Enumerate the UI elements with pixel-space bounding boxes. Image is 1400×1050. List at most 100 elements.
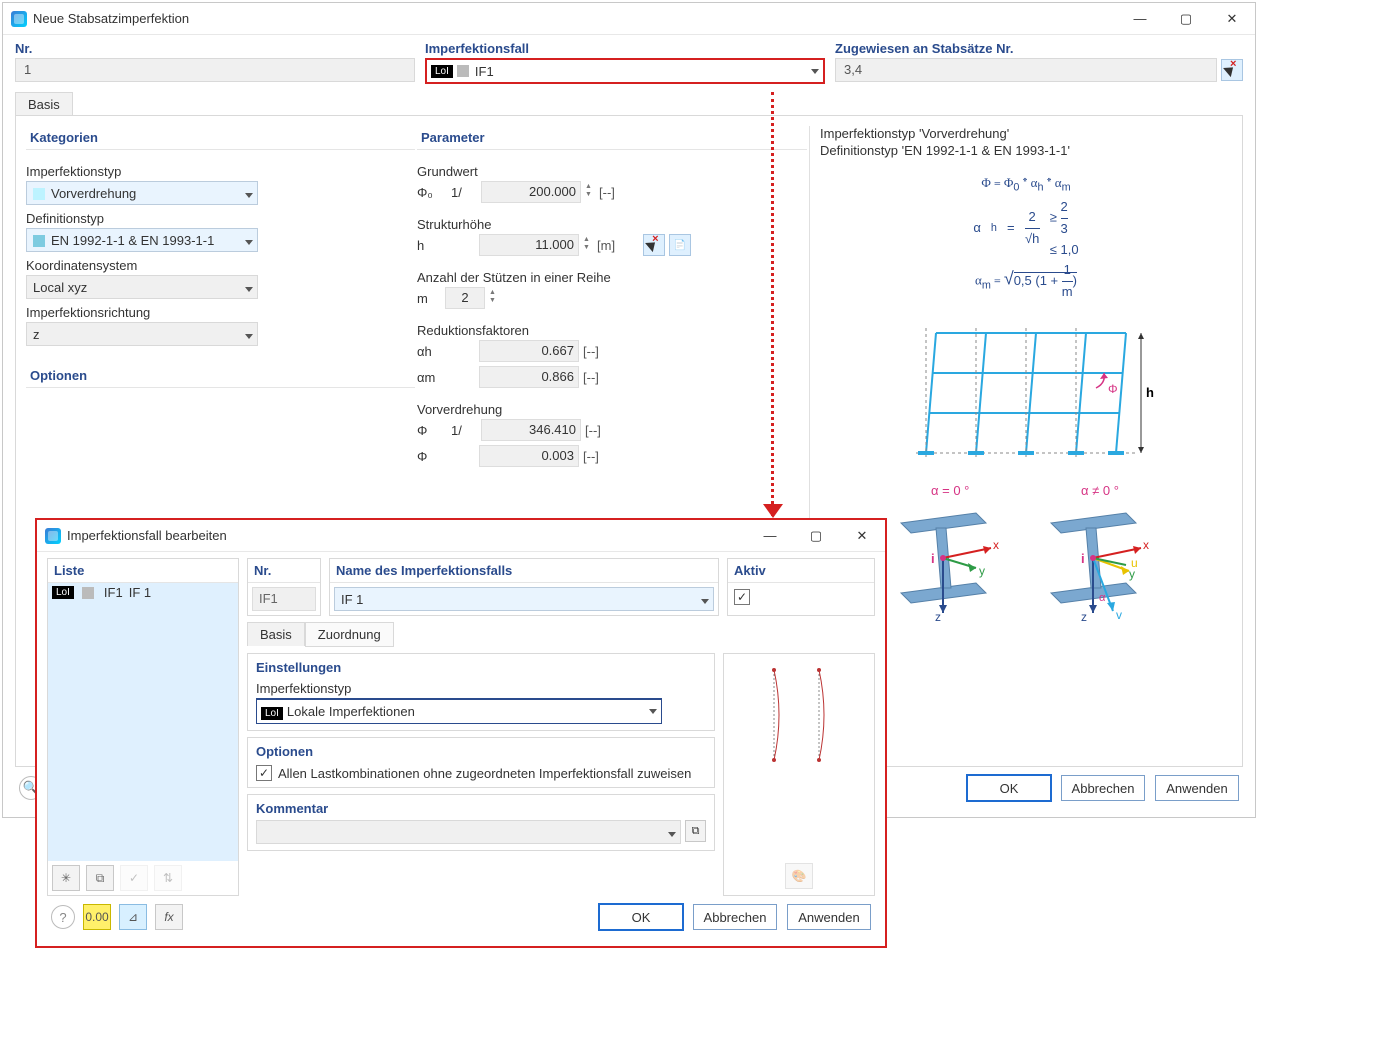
liste-head: Liste xyxy=(48,559,238,583)
cancel-button[interactable]: Abbrechen xyxy=(1061,775,1145,801)
assigned-value: 3,4 xyxy=(835,58,1217,82)
m-row: m 2 ▲▼ xyxy=(417,287,807,309)
if-value: IF1 xyxy=(475,64,494,79)
opt-head: Optionen xyxy=(26,364,415,388)
svg-text:y: y xyxy=(1129,567,1135,581)
dlg-apply[interactable]: Anwenden xyxy=(787,904,871,930)
phi1-value: 346.410 xyxy=(481,419,581,441)
apply-button[interactable]: Anwenden xyxy=(1155,775,1239,801)
dlg-nr: IF1 xyxy=(252,587,316,611)
grundwert-label: Grundwert xyxy=(417,164,807,179)
if-badge: LoI xyxy=(431,65,453,78)
h-pick2[interactable]: 📄 xyxy=(669,234,691,256)
h-pick1[interactable] xyxy=(643,234,665,256)
ah-value: 0.667 xyxy=(479,340,579,362)
svg-text:α ≠ 0 °: α ≠ 0 ° xyxy=(1081,483,1119,498)
dlg-help[interactable]: ? xyxy=(51,905,75,929)
maximize-button[interactable]: ▢ xyxy=(793,520,839,552)
minimize-button[interactable]: — xyxy=(1117,3,1163,35)
richtung-label: Imperfektionsrichtung xyxy=(26,305,415,320)
chevron-down-icon xyxy=(811,69,819,74)
dlg-imp-typ-combo[interactable]: LoILokale Imperfektionen xyxy=(256,698,662,724)
strukturhohe-label: Strukturhöhe xyxy=(417,217,807,232)
svg-text:v: v xyxy=(1116,608,1122,622)
app-icon xyxy=(11,11,27,27)
am-value: 0.866 xyxy=(479,366,579,388)
phi0-spinner[interactable]: ▲▼ xyxy=(585,184,595,200)
ok-button[interactable]: OK xyxy=(967,775,1051,801)
aktiv-checkbox[interactable] xyxy=(734,589,750,605)
if-combo[interactable]: LoI IF1 xyxy=(425,58,825,84)
svg-text:x: x xyxy=(1143,538,1149,552)
sort-button: ⇅ xyxy=(154,865,182,891)
def-typ-combo[interactable]: EN 1992-1-1 & EN 1993-1-1 xyxy=(26,228,258,252)
dlg-units[interactable]: 0.00 xyxy=(83,904,111,930)
if-head: Imperfektionsfall xyxy=(425,41,825,56)
mini-diagram xyxy=(744,660,854,770)
m-input[interactable]: 2 xyxy=(445,287,485,309)
dlg-tab-basis[interactable]: Basis xyxy=(247,622,305,646)
info-line2: Definitionstyp 'EN 1992-1-1 & EN 1993-1-… xyxy=(820,143,1232,158)
new-button[interactable]: ✳ xyxy=(52,865,80,891)
stutzen-label: Anzahl der Stützen in einer Reihe xyxy=(417,270,807,285)
dlg-ok[interactable]: OK xyxy=(599,904,683,930)
richtung-combo[interactable]: z xyxy=(26,322,258,346)
dlg-coord[interactable]: ⊿ xyxy=(119,904,147,930)
koord-label: Koordinatensystem xyxy=(26,258,415,273)
close-button[interactable]: ✕ xyxy=(839,520,885,552)
h-spinner[interactable]: ▲▼ xyxy=(583,237,593,253)
assign-pick-button[interactable] xyxy=(1221,59,1243,81)
tab-basis[interactable]: Basis xyxy=(15,92,73,116)
if-color-icon xyxy=(457,65,469,77)
tabbar: Basis xyxy=(15,92,1243,116)
close-button[interactable]: ✕ xyxy=(1209,3,1255,35)
diagram-opts[interactable]: 🎨 xyxy=(785,863,813,889)
app-icon xyxy=(45,528,61,544)
h-row: h 11.000 ▲▼ [m] 📄 xyxy=(417,234,807,256)
vorverdrehung-label: Vorverdrehung xyxy=(417,402,807,417)
kommentar-combo[interactable] xyxy=(256,820,681,844)
imp-list[interactable]: LoI IF1 IF 1 xyxy=(48,583,238,861)
svg-text:i: i xyxy=(1081,551,1085,566)
param-head: Parameter xyxy=(417,126,807,150)
m-spinner[interactable]: ▲▼ xyxy=(489,290,499,306)
nr-head: Nr. xyxy=(15,41,415,56)
assigned-head: Zugewiesen an Stabsätze Nr. xyxy=(835,41,1243,56)
copy-button[interactable]: ⧉ xyxy=(86,865,114,891)
dlg-cancel[interactable]: Abbrechen xyxy=(693,904,777,930)
cat-head: Kategorien xyxy=(26,126,415,150)
phi2-value: 0.003 xyxy=(479,445,579,467)
imp-typ-label: Imperfektionstyp xyxy=(26,164,415,179)
svg-text:z: z xyxy=(1081,610,1087,623)
minimize-button[interactable]: — xyxy=(747,520,793,552)
window-title: Neue Stabsatzimperfektion xyxy=(33,11,1117,26)
maximize-button[interactable]: ▢ xyxy=(1163,3,1209,35)
svg-text:h: h xyxy=(1146,385,1154,400)
info-line1: Imperfektionstyp 'Vorverdrehung' xyxy=(820,126,1232,141)
koord-combo[interactable]: Local xyz xyxy=(26,275,258,299)
frame-diagram: Φ h xyxy=(896,313,1156,463)
svg-text:α: α xyxy=(1099,592,1106,604)
dlg-title: Imperfektionsfall bearbeiten xyxy=(67,528,747,543)
svg-text:Φ: Φ xyxy=(1108,382,1118,396)
titlebar: Neue Stabsatzimperfektion — ▢ ✕ xyxy=(3,3,1255,35)
edit-dialog: Imperfektionsfall bearbeiten — ▢ ✕ Liste… xyxy=(35,518,887,948)
dlg-fx[interactable]: fx xyxy=(155,904,183,930)
svg-text:x: x xyxy=(993,538,999,552)
imp-typ-combo[interactable]: Vorverdrehung xyxy=(26,181,258,205)
formula-block: Φ = Φ0 * αh * αm αh = 2√h ≥ 23≤ 1,0 αm =… xyxy=(820,174,1232,303)
reduk-label: Reduktionsfaktoren xyxy=(417,323,807,338)
opt1-checkbox[interactable] xyxy=(256,765,272,781)
svg-text:i: i xyxy=(931,551,935,566)
annotation-arrow xyxy=(770,92,774,516)
svg-text:α = 0 °: α = 0 ° xyxy=(931,483,969,498)
phi0-row: Φ₀ 1/ 200.000 ▲▼ [--] xyxy=(417,181,807,203)
h-input[interactable]: 11.000 xyxy=(479,234,579,256)
phi0-input[interactable]: 200.000 xyxy=(481,181,581,203)
nr-value: 1 xyxy=(15,58,415,82)
dlg-tab-zuordnung[interactable]: Zuordnung xyxy=(305,622,394,647)
dlg-name-combo[interactable]: IF 1 xyxy=(334,587,714,611)
check-button: ✓ xyxy=(120,865,148,891)
def-typ-label: Definitionstyp xyxy=(26,211,415,226)
kommentar-btn[interactable]: ⧉ xyxy=(685,820,706,842)
